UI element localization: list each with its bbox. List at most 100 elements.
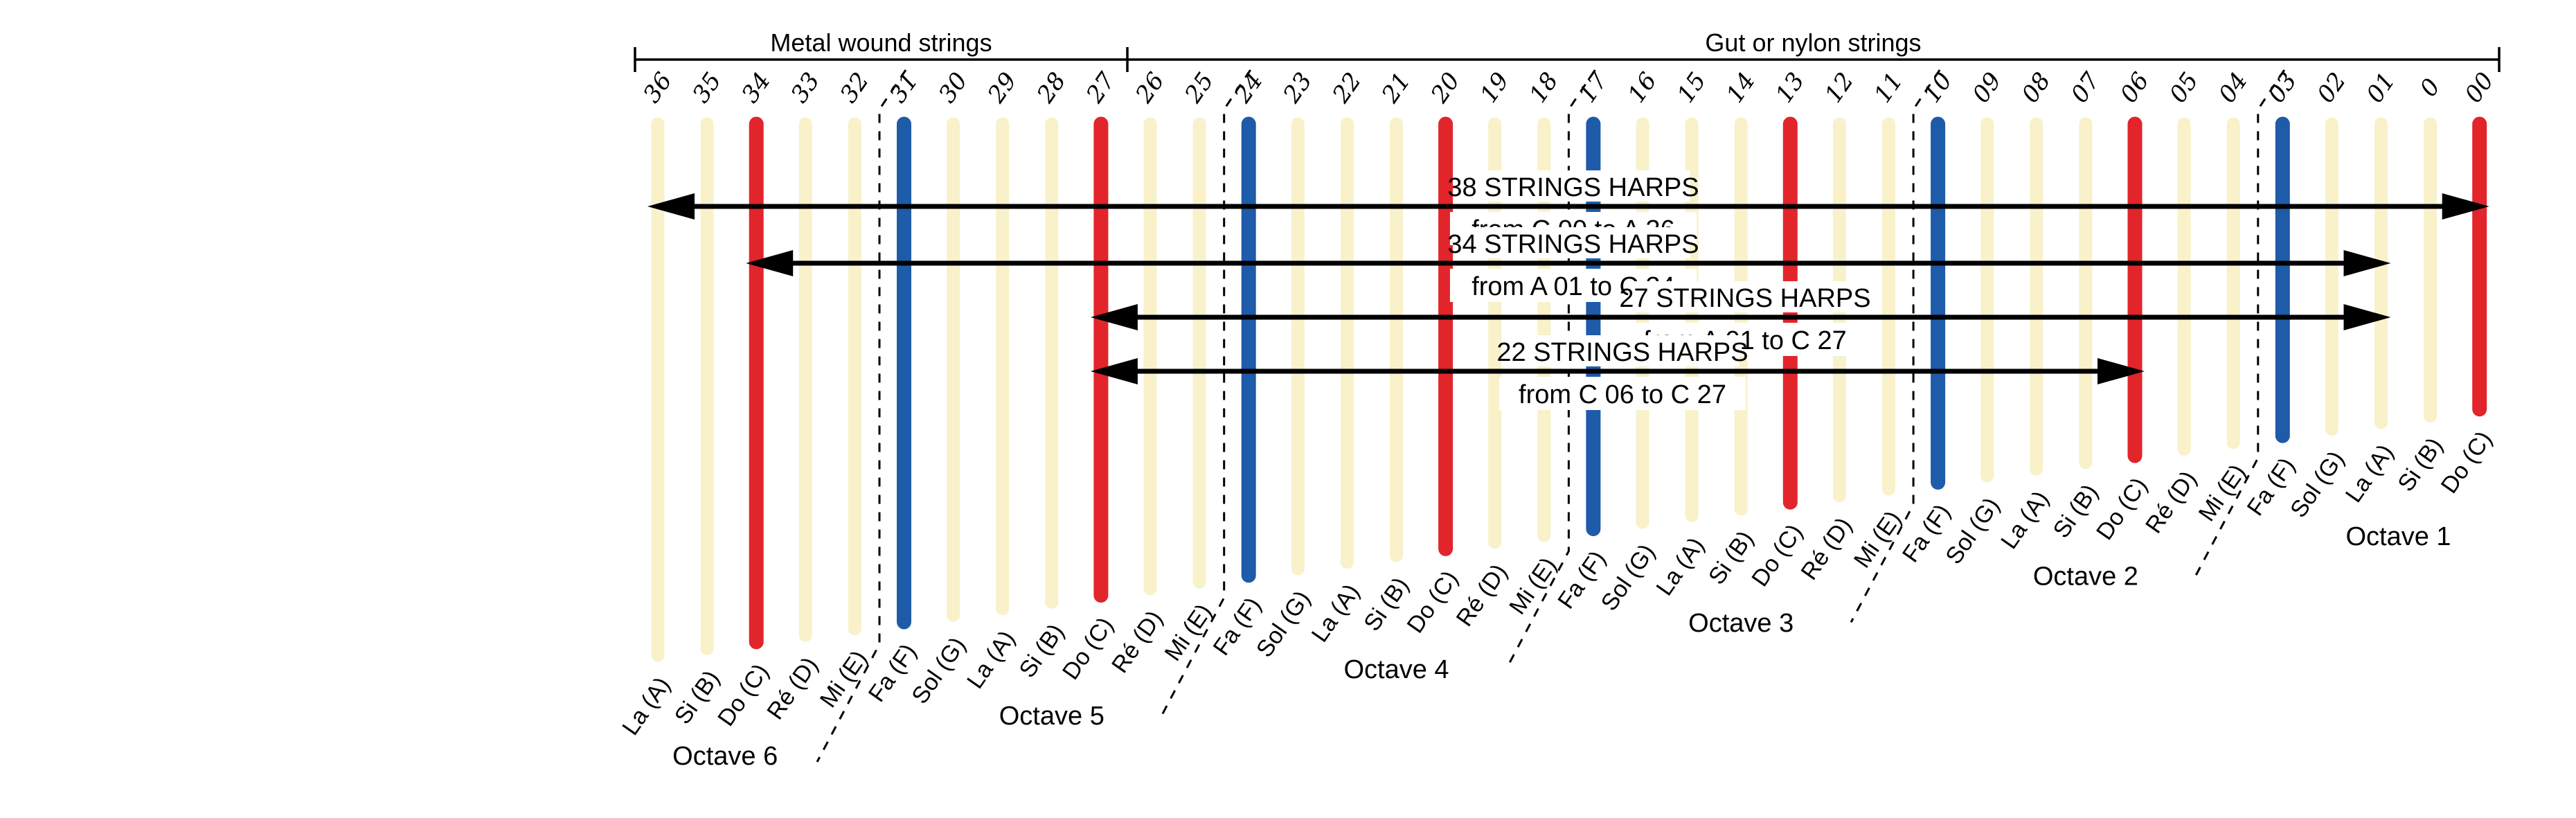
note-label-05: Ré (D) [2140, 466, 2202, 538]
bracket-label-metal: Metal wound strings [770, 28, 992, 57]
arrow-head-right-icon [2442, 193, 2489, 220]
note-label-33: Ré (D) [762, 652, 823, 724]
note-label-01: La (A) [2341, 440, 2399, 508]
string-number-30: 30 [933, 67, 974, 107]
string-number-07: 07 [2066, 67, 2106, 108]
note-label-13: Do (C) [1746, 519, 1808, 592]
string-number-13: 13 [1770, 67, 1810, 107]
harp-range-title-38: 38 STRINGS HARPS [1447, 173, 1699, 202]
note-label-34: Do (C) [713, 659, 774, 731]
string-number-02: 02 [2312, 67, 2352, 107]
string-number-15: 15 [1672, 67, 1712, 107]
string-number-26: 26 [1130, 67, 1170, 108]
string-number-22: 22 [1327, 67, 1367, 108]
harp-range-title-34: 34 STRINGS HARPS [1447, 230, 1699, 259]
octave-label-1: Octave 1 [2345, 522, 2451, 551]
note-label-35: Si (B) [670, 666, 725, 729]
string-number-08: 08 [2016, 67, 2057, 107]
string-number-29: 29 [982, 67, 1022, 108]
arrow-head-left-icon [647, 193, 695, 220]
string-number-21: 21 [1376, 67, 1416, 108]
octave-divider-icon [2194, 69, 2286, 576]
label-backdrop [1628, 281, 1862, 312]
string-number-11: 11 [1869, 67, 1909, 107]
note-label-18: Mi (E) [1504, 553, 1562, 619]
string-number-23: 23 [1278, 67, 1318, 108]
string-number-0: 0 [2415, 73, 2446, 102]
string-number-36: 36 [638, 67, 678, 107]
note-label-04: Mi (E) [2194, 460, 2251, 526]
label-backdrop [1456, 227, 1690, 258]
arrow-head-right-icon [2343, 250, 2391, 276]
string-number-16: 16 [1622, 67, 1663, 107]
note-label-30: Sol (G) [906, 632, 971, 709]
note-label-15: La (A) [1651, 533, 1709, 601]
note-label-16: Sol (G) [1596, 540, 1661, 616]
octave-divider-icon [1505, 69, 1596, 670]
string-number-27: 27 [1081, 67, 1121, 109]
string-number-35: 35 [687, 67, 727, 107]
note-label-25: Mi (E) [1160, 599, 1217, 666]
note-label-12: Ré (D) [1796, 513, 1857, 585]
label-backdrop [1499, 377, 1746, 410]
bracket-label-gut: Gut or nylon strings [1705, 28, 1921, 57]
string-number-12: 12 [1820, 67, 1860, 107]
note-label-14: Si (B) [1703, 526, 1759, 589]
note-label-19: Ré (D) [1451, 560, 1513, 632]
note-label-28: Si (B) [1014, 619, 1069, 682]
string-number-20: 20 [1425, 67, 1465, 108]
note-label-20: Do (C) [1402, 566, 1464, 638]
string-number-25: 25 [1179, 67, 1219, 108]
octave-divider-icon [1161, 69, 1251, 716]
harp-range-title-22: 22 STRINGS HARPS [1496, 338, 1748, 367]
string-number-34: 34 [736, 67, 776, 107]
arrow-head-right-icon [2343, 304, 2391, 330]
string-number-24: 24 [1228, 67, 1269, 108]
note-label-36: La (A) [617, 673, 675, 740]
string-number-00: 00 [2460, 67, 2500, 107]
string-number-01: 01 [2361, 67, 2401, 107]
octave-label-2: Octave 2 [2033, 562, 2138, 592]
string-number-10: 10 [1918, 67, 1958, 107]
string-number-05: 05 [2164, 67, 2204, 107]
string-number-03: 03 [2262, 67, 2302, 107]
string-number-28: 28 [1031, 67, 1071, 108]
label-backdrop [1505, 335, 1739, 366]
note-label-27: Do (C) [1057, 612, 1119, 684]
octave-label-3: Octave 3 [1688, 609, 1794, 638]
harp-range-title-27: 27 STRINGS HARPS [1619, 284, 1870, 313]
harp-range-subtitle-22: from C 06 to C 27 [1519, 380, 1726, 409]
note-label-08: La (A) [1996, 486, 2054, 554]
string-number-33: 33 [785, 67, 825, 107]
arrow-head-right-icon [2098, 358, 2145, 384]
string-number-31: 31 [884, 67, 924, 107]
string-number-04: 04 [2213, 67, 2253, 107]
label-backdrop [1456, 170, 1690, 202]
string-number-14: 14 [1721, 67, 1761, 107]
note-label-21: Si (B) [1359, 573, 1414, 636]
string-number-32: 32 [835, 67, 875, 107]
note-label-00: Do (C) [2436, 427, 2498, 499]
string-number-06: 06 [2115, 67, 2155, 107]
note-label-11: Mi (E) [1849, 506, 1906, 573]
string-number-18: 18 [1524, 67, 1564, 107]
note-label-23: Sol (G) [1251, 586, 1316, 662]
octave-divider-icon [1850, 69, 1941, 623]
note-label-26: Ré (D) [1107, 606, 1168, 678]
note-label-07: Si (B) [2048, 479, 2104, 542]
note-label-32: Mi (E) [815, 646, 873, 712]
arrow-head-left-icon [1090, 358, 1138, 384]
octave-divider-icon [816, 69, 907, 763]
note-label-29: La (A) [962, 626, 1020, 694]
note-label-06: Do (C) [2091, 473, 2153, 545]
arrow-head-left-icon [1090, 304, 1138, 330]
note-label-09: Sol (G) [1940, 493, 2005, 569]
string-number-17: 17 [1573, 67, 1613, 108]
note-label-02: Sol (G) [2285, 446, 2350, 522]
octave-label-6: Octave 6 [672, 742, 778, 771]
note-label-22: La (A) [1307, 579, 1365, 647]
string-number-19: 19 [1475, 67, 1515, 107]
string-number-09: 09 [1967, 67, 2007, 107]
